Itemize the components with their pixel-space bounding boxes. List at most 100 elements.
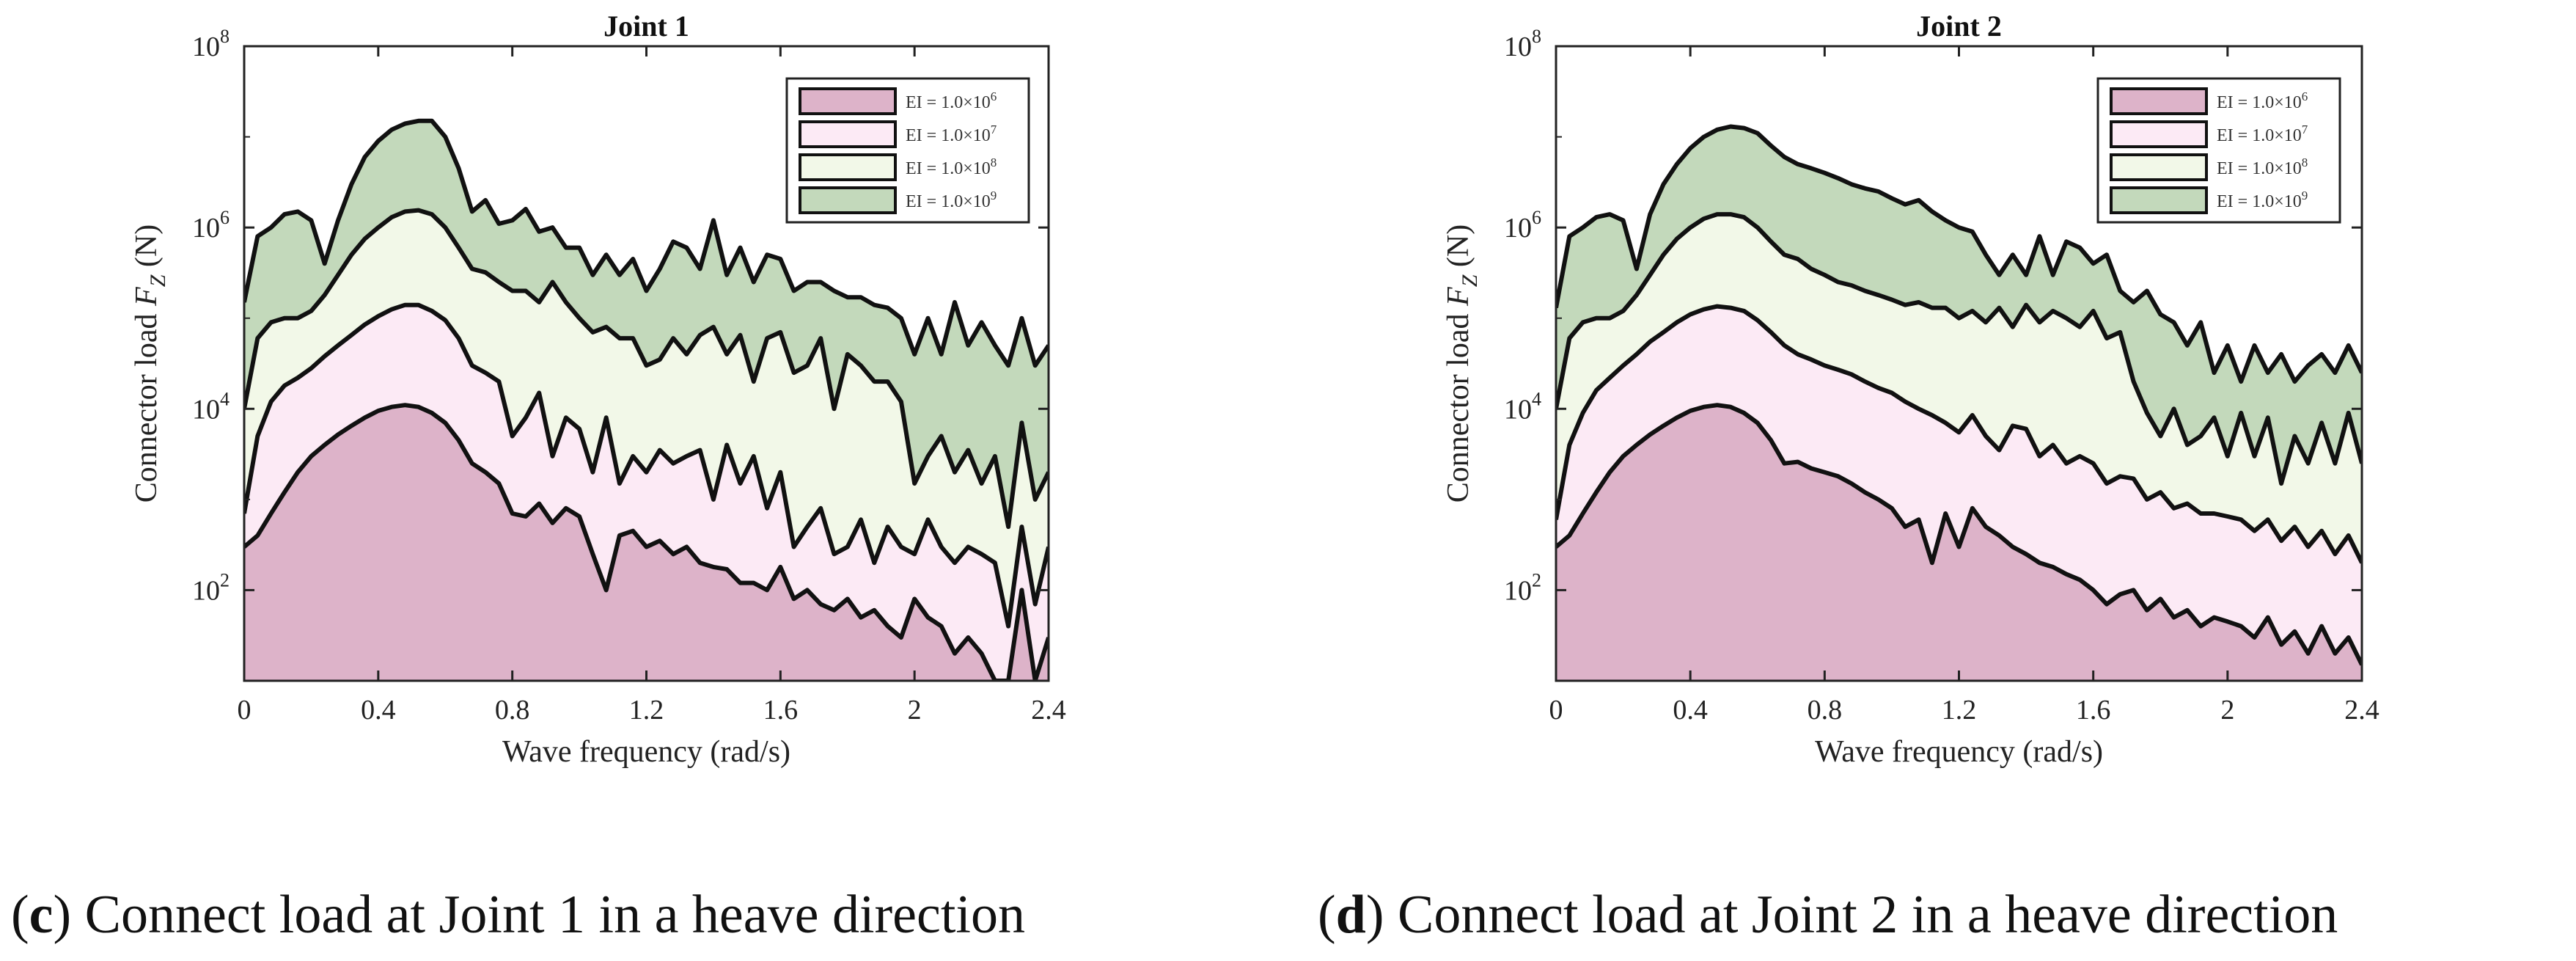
x-axis-label: Wave frequency (rad/s) (1815, 735, 2103, 769)
x-tick-label: 0 (1549, 695, 1563, 726)
x-tick-label: 2.4 (2344, 695, 2379, 726)
y-tick-exp: 2 (1532, 569, 1541, 591)
legend-label-exp: 8 (991, 156, 997, 169)
legend-label-main: EI = 1.0×10 (906, 159, 991, 178)
y-tick-label: 104 (192, 388, 230, 425)
legend-item-4: EI = 1.0×109 (799, 186, 997, 214)
legend-label-main: EI = 1.0×10 (2217, 192, 2302, 211)
y-axis-label-sub: Z (146, 274, 170, 287)
x-tick-label: 1.6 (763, 695, 799, 726)
y-tick-exp: 2 (220, 569, 230, 591)
x-tick-label: 0.8 (1808, 695, 1843, 726)
legend-swatch (799, 186, 897, 214)
x-tick-label: 0.4 (1673, 695, 1708, 726)
y-axis-label-main: Connector load (130, 306, 164, 503)
y-tick-base: 10 (192, 394, 220, 425)
x-tick-label: 0.8 (495, 695, 530, 726)
series-area-1 (1556, 405, 2362, 681)
y-tick-base: 10 (1504, 213, 1532, 244)
series-group (1556, 124, 2362, 681)
series-line-4 (1556, 124, 2362, 384)
legend-swatch (2110, 87, 2208, 115)
legend-item-2: EI = 1.0×107 (799, 120, 997, 148)
legend-label-exp: 7 (991, 123, 997, 136)
caption-c: (c) Connect load at Joint 1 in a heave d… (11, 885, 1025, 945)
caption-c-text: Connect load at Joint 1 in a heave direc… (71, 885, 1025, 945)
legend-label-main: EI = 1.0×10 (906, 93, 991, 112)
y-axis-label-sub: Z (1458, 274, 1482, 287)
y-tick-label: 108 (1504, 26, 1541, 62)
series-line-2 (244, 302, 1049, 629)
legend-label: EI = 1.0×106 (906, 89, 997, 112)
x-tick-label: 2 (908, 695, 922, 726)
x-tick-label: 0 (238, 695, 252, 726)
series-line-1 (244, 403, 1049, 681)
x-axis-label: Wave frequency (rad/s) (502, 735, 790, 769)
legend-swatch (2110, 120, 2208, 148)
legend-swatch (2110, 186, 2208, 214)
series-line-4 (244, 118, 1049, 368)
legend-label-exp: 8 (2302, 156, 2308, 169)
legend-label-main: EI = 1.0×10 (2217, 93, 2302, 112)
y-tick-label: 106 (1504, 207, 1541, 244)
y-tick-base: 10 (1504, 575, 1532, 606)
x-tick-label: 1.2 (1942, 695, 1977, 726)
legend-label-main: EI = 1.0×10 (906, 192, 991, 211)
legend-swatch (2110, 153, 2208, 181)
series-line-3 (244, 208, 1049, 530)
y-axis-label-var: F (1442, 287, 1475, 307)
y-axis-label: Connector load FZ (N) (1442, 224, 1482, 503)
legend-item-3: EI = 1.0×108 (2110, 153, 2308, 181)
caption-d: (d) Connect load at Joint 2 in a heave d… (1318, 885, 2338, 945)
chart-title: Joint 1 (603, 10, 689, 43)
legend-swatch (799, 87, 897, 115)
legend-label: EI = 1.0×109 (906, 189, 997, 211)
legend-label: EI = 1.0×107 (906, 123, 997, 145)
legend-item-1: EI = 1.0×106 (2110, 87, 2308, 115)
series-area-1 (244, 405, 1049, 681)
y-tick-base: 10 (192, 575, 220, 606)
series-line-1 (1556, 403, 2362, 666)
caption-d-label: d (1335, 885, 1366, 945)
chart-title: Joint 2 (1916, 10, 2002, 43)
y-tick-base: 10 (192, 32, 220, 62)
legend-label-exp: 6 (2302, 89, 2308, 103)
legend-label-main: EI = 1.0×10 (2217, 126, 2302, 145)
y-tick-base: 10 (1504, 32, 1532, 62)
legend-swatch (799, 153, 897, 181)
legend-label: EI = 1.0×109 (2217, 189, 2308, 211)
x-tick-label: 2 (2220, 695, 2234, 726)
y-tick-label: 102 (192, 569, 230, 606)
y-axis-label-unit: (N) (1442, 224, 1475, 275)
legend-label-exp: 6 (991, 89, 997, 103)
legend-label: EI = 1.0×107 (2217, 123, 2308, 145)
legend-label-exp: 9 (991, 189, 997, 202)
y-tick-label: 102 (1504, 569, 1541, 606)
legend-swatch (799, 120, 897, 148)
caption-c-label: c (29, 885, 54, 945)
legend-label-exp: 9 (2302, 189, 2308, 202)
y-tick-label: 106 (192, 207, 230, 244)
legend-label: EI = 1.0×106 (2217, 89, 2308, 112)
y-axis-label-unit: (N) (130, 224, 164, 275)
legend-item-4: EI = 1.0×109 (2110, 186, 2308, 214)
y-tick-base: 10 (192, 213, 220, 244)
y-tick-exp: 6 (1532, 207, 1541, 228)
series-group (244, 118, 1049, 681)
y-tick-exp: 6 (220, 207, 230, 228)
legend-label: EI = 1.0×108 (906, 156, 997, 178)
series-line-2 (1556, 304, 2362, 564)
legend-label: EI = 1.0×108 (2217, 156, 2308, 178)
legend-label-exp: 7 (2302, 123, 2308, 136)
y-tick-exp: 8 (220, 26, 230, 47)
y-tick-label: 104 (1504, 388, 1541, 425)
legend-item-2: EI = 1.0×107 (2110, 120, 2308, 148)
y-axis-label-main: Connector load (1442, 306, 1475, 503)
x-tick-label: 1.6 (2076, 695, 2111, 726)
x-tick-label: 1.2 (629, 695, 664, 726)
